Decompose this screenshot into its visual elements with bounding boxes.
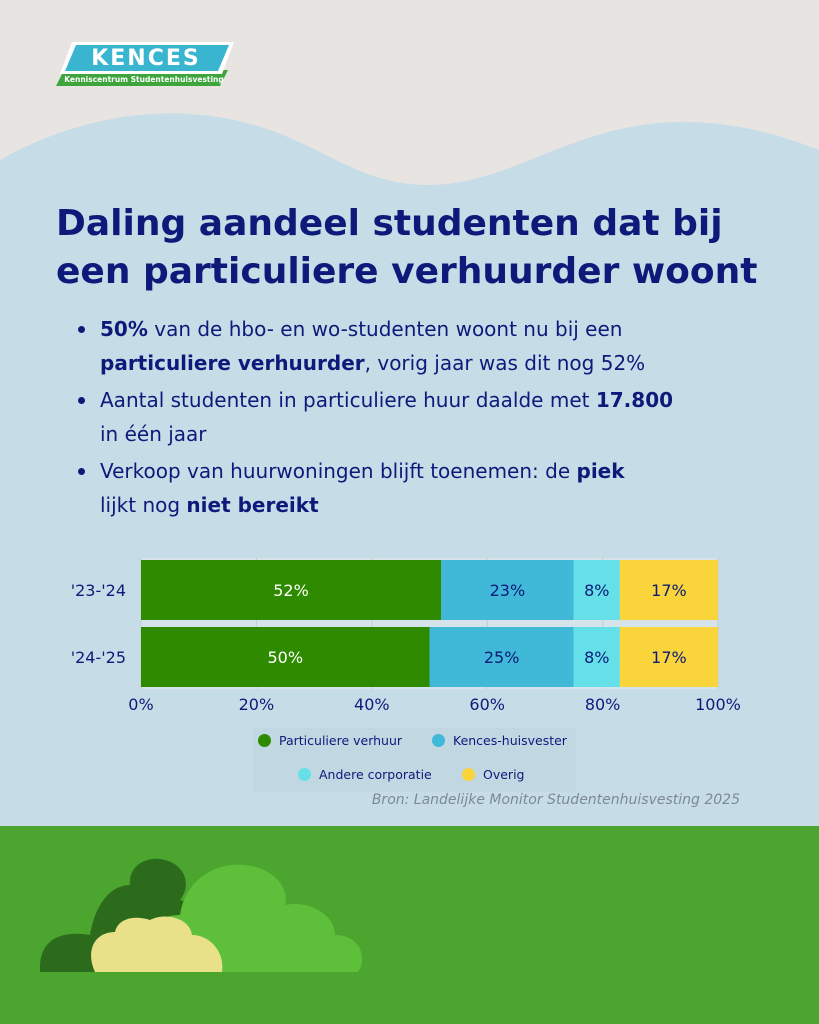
title-line-2: een particuliere verhuurder woont xyxy=(56,251,758,292)
stacked-bar-chart: 52% 23% 8% 17% '23-'24 50% 25% 8% 17% '24-'25 0% 20… xyxy=(71,558,741,714)
finding-item: Verkoop van huurwoningen blijft toenemen… xyxy=(78,454,790,522)
bar-segment xyxy=(573,627,620,687)
data-label: 17% xyxy=(651,648,687,667)
bush-yellow xyxy=(91,916,223,972)
bar-segment xyxy=(141,627,430,687)
finding-emphasis: piek xyxy=(576,459,625,483)
legend-swatch xyxy=(258,734,271,747)
x-tick-label: 80% xyxy=(585,695,621,714)
legend-label: Andere corporatie xyxy=(319,767,432,782)
legend-swatch xyxy=(462,768,475,781)
x-tick-label: 40% xyxy=(354,695,390,714)
bar-segment xyxy=(141,560,442,620)
bar-segment xyxy=(441,560,574,620)
legend-swatch xyxy=(298,768,311,781)
data-label: 50% xyxy=(267,648,303,667)
logo-shape xyxy=(56,42,234,86)
category-label: '24-'25 xyxy=(71,648,126,667)
data-label: 52% xyxy=(273,581,309,600)
bar-segment xyxy=(619,627,718,687)
finding-item: Aantal studenten in particuliere huur da… xyxy=(78,383,790,451)
legend-item-particuliere: Particuliere verhuur xyxy=(258,733,402,748)
finding-emphasis: particuliere verhuurder xyxy=(100,351,365,375)
data-label: 8% xyxy=(584,648,609,667)
legend-swatch xyxy=(432,734,445,747)
finding-text: van de hbo- en wo-studenten woont nu bij… xyxy=(147,317,623,341)
finding-text: Verkoop van huurwoningen blijft toenemen… xyxy=(100,459,577,483)
key-findings-list: 50% van de hbo- en wo-studenten woont nu… xyxy=(78,312,790,525)
x-tick-label: 100% xyxy=(695,695,741,714)
category-label: '23-'24 xyxy=(71,581,126,600)
title-line-1: Daling aandeel studenten dat bij xyxy=(56,203,723,244)
finding-text: , vorig jaar was dit nog 52% xyxy=(364,351,646,375)
page-title: Daling aandeel studenten dat bij een par… xyxy=(56,200,796,296)
data-label: 25% xyxy=(484,648,520,667)
source-note: Bron: Landelijke Monitor Studentenhuisve… xyxy=(371,792,740,808)
finding-item: 50% van de hbo- en wo-studenten woont nu… xyxy=(78,312,790,380)
legend-label: Particuliere verhuur xyxy=(279,733,403,748)
bar-segment xyxy=(573,560,620,620)
legend-item-andere: Andere corporatie xyxy=(298,767,432,782)
chart-legend: Particuliere verhuur Kences-huisvester A… xyxy=(254,728,576,792)
legend-item-overig: Overig xyxy=(462,767,524,782)
kences-logo[interactable]: KENCES Kenniscentrum Studentenhuisvestin… xyxy=(52,40,242,92)
x-tick-label: 20% xyxy=(239,695,275,714)
data-label: 23% xyxy=(490,581,526,600)
bullet-dot xyxy=(78,468,85,475)
bullet-dot xyxy=(78,326,85,333)
bar-segment xyxy=(429,627,574,687)
bar-segment xyxy=(619,560,718,620)
x-tick-label: 0% xyxy=(128,695,153,714)
finding-text: Aantal studenten in particuliere huur da… xyxy=(100,388,596,412)
finding-text: in één jaar xyxy=(100,422,207,446)
logo-subtitle: Kenniscentrum Studentenhuisvesting xyxy=(64,74,224,84)
data-label: 8% xyxy=(584,581,609,600)
legend-label: Overig xyxy=(483,767,525,782)
legend-label: Kences-huisvester xyxy=(453,733,567,748)
bullet-dot xyxy=(78,397,85,404)
legend-item-kences: Kences-huisvester xyxy=(432,733,567,748)
x-tick-label: 60% xyxy=(469,695,505,714)
finding-emphasis: niet bereikt xyxy=(186,493,319,517)
data-label: 17% xyxy=(651,581,687,600)
finding-emphasis: 17.800 xyxy=(595,388,674,412)
finding-text: lijkt nog xyxy=(100,493,187,517)
finding-emphasis: 50% xyxy=(100,317,148,341)
logo-wordmark: KENCES xyxy=(91,45,201,71)
